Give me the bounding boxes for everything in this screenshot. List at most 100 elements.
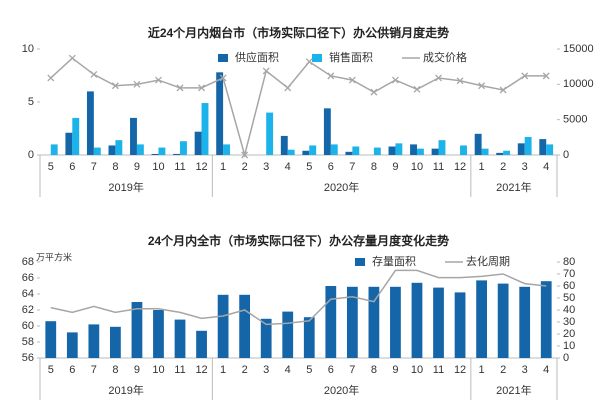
bar (539, 139, 547, 155)
x-tick-label: 5 (48, 161, 54, 173)
y-tick-label: 66 (22, 272, 34, 284)
bar (546, 144, 554, 155)
legend-label: 存量面积 (372, 254, 416, 268)
marker (68, 54, 76, 62)
bar (65, 132, 73, 155)
bar (390, 286, 401, 358)
marker (90, 70, 98, 78)
bar (497, 283, 509, 358)
bar (131, 302, 143, 358)
marker (111, 82, 119, 90)
bar (93, 147, 101, 155)
bar (454, 292, 466, 358)
bar (88, 324, 100, 358)
x-tick-label: 2 (500, 161, 506, 173)
bar (194, 131, 202, 155)
x-tick-label: 1 (479, 161, 485, 173)
bar (158, 147, 166, 155)
year-label: 2020年 (324, 383, 359, 397)
x-tick-label: 11 (174, 364, 185, 376)
bar (352, 146, 360, 155)
bar (323, 108, 331, 155)
bar (153, 310, 164, 358)
x-tick-label: 10 (411, 161, 423, 173)
bar (66, 332, 78, 358)
marker (47, 74, 55, 82)
bar (173, 153, 181, 155)
bar (540, 281, 552, 358)
bar (496, 152, 504, 155)
legend-label: 销售面积 (329, 50, 373, 64)
marker (133, 80, 141, 88)
marker (391, 76, 399, 84)
marker (241, 151, 249, 159)
bar (136, 144, 144, 155)
y-tick-label: 64 (22, 288, 34, 300)
legend-label: 去化周期 (466, 254, 510, 268)
year-label: 2021年 (496, 180, 531, 194)
y-tick-label: 5 (28, 96, 34, 108)
marker (219, 74, 227, 82)
line (50, 57, 547, 158)
bar (431, 148, 439, 155)
y2-tick-label: 40 (563, 304, 575, 316)
x-tick-label: 2 (242, 161, 248, 173)
year-label: 2019年 (108, 383, 143, 397)
marker (305, 58, 313, 66)
marker (542, 72, 550, 80)
marker (198, 84, 206, 92)
x-tick-label: 8 (112, 364, 118, 376)
bar (438, 140, 446, 155)
x-tick-label: 3 (522, 161, 528, 173)
y2-tick-label: 20 (563, 328, 575, 340)
bar (108, 145, 116, 155)
marker (521, 72, 529, 80)
bar (368, 286, 380, 358)
bar (287, 149, 295, 155)
bar (239, 294, 251, 358)
x-tick-label: 12 (195, 364, 207, 376)
y-tick-label: 58 (22, 336, 34, 348)
x-tick-label: 8 (112, 161, 118, 173)
marker (413, 85, 421, 93)
bar (373, 147, 381, 155)
legend-swatch (312, 54, 322, 62)
bar (282, 311, 294, 358)
marker (284, 84, 292, 92)
x-tick-label: 6 (328, 161, 334, 173)
x-tick-label: 9 (134, 364, 140, 376)
y-tick-label: 68 (22, 256, 34, 268)
bar (309, 145, 317, 155)
x-tick-label: 3 (522, 364, 528, 376)
x-tick-label: 10 (152, 364, 164, 376)
bar (345, 151, 353, 155)
x-tick-label: 10 (411, 364, 423, 376)
bar (266, 112, 274, 155)
marker (327, 72, 335, 80)
bar (50, 144, 58, 155)
x-tick-label: 12 (454, 161, 466, 173)
bar (151, 153, 159, 155)
marker (435, 74, 442, 82)
bar (45, 321, 57, 358)
x-tick-label: 4 (543, 161, 549, 173)
bar (174, 319, 186, 358)
bar (346, 286, 358, 358)
bar (433, 287, 444, 358)
y-tick-label: 0 (28, 149, 34, 161)
bar (201, 103, 209, 155)
legend-swatch (218, 54, 228, 62)
y-tick-label: 56 (22, 352, 34, 364)
x-tick-label: 9 (134, 161, 140, 173)
x-tick-label: 2 (500, 364, 506, 376)
bar (86, 91, 94, 155)
legend-label: 成交价格 (423, 50, 467, 64)
chart-title: 24个月内全市（市场实际口径下）办公存量月度变化走势 (148, 233, 449, 248)
marker (499, 86, 507, 94)
marker (176, 84, 184, 92)
x-tick-label: 6 (328, 364, 334, 376)
marker (456, 77, 464, 85)
bar (503, 150, 511, 155)
bar (460, 145, 467, 155)
x-tick-label: 4 (285, 161, 291, 173)
